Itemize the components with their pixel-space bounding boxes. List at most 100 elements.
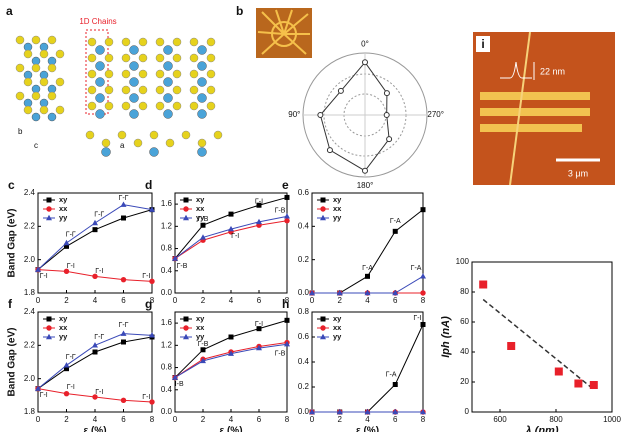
x-tick-label: 0: [173, 415, 178, 424]
plot-frame: [174, 311, 288, 413]
marker: [256, 202, 262, 208]
point-annotation: Γ-B: [275, 351, 286, 358]
atom: [213, 130, 223, 140]
x-tick-label: 4: [365, 296, 370, 305]
legend-label: xx: [333, 204, 342, 213]
marker: [420, 322, 426, 327]
atom: [138, 101, 148, 111]
marker: [420, 290, 426, 296]
y-tick-label: 0.0: [161, 407, 173, 416]
angle-label: 90°: [288, 110, 300, 119]
atom: [172, 37, 182, 47]
y-tick-label: 0.8: [161, 363, 173, 372]
marker: [63, 268, 70, 275]
legend-marker: [320, 333, 326, 340]
atom: [47, 35, 57, 45]
atom: [39, 49, 49, 59]
atom: [129, 61, 139, 71]
point-annotation: Γ-A: [362, 265, 373, 272]
marker: [284, 317, 290, 323]
point-annotation: Γ-I: [142, 273, 150, 280]
atom: [155, 69, 165, 79]
marker: [35, 266, 41, 272]
legend-label: xx: [59, 204, 68, 213]
atom: [85, 130, 95, 140]
y-tick-label: 0.6: [298, 332, 310, 341]
atom: [95, 77, 105, 87]
atom: [133, 138, 143, 148]
x-tick-label: 8: [150, 296, 155, 305]
angle-label: 270°: [427, 110, 444, 119]
atom: [87, 85, 97, 95]
scale-label: 3 μm: [568, 168, 588, 178]
polar-point: [317, 112, 324, 118]
atom: [189, 53, 199, 63]
legend-marker: [183, 333, 189, 340]
panel-label: c: [8, 178, 15, 192]
marker: [200, 347, 206, 353]
y-tick-label: 1.8: [24, 288, 36, 297]
atom: [121, 37, 131, 47]
atom: [149, 147, 159, 157]
x-tick-label: 8: [285, 296, 290, 305]
x-tick-label: 2: [201, 415, 206, 424]
point-annotation: Γ-B: [177, 263, 188, 270]
point-annotation: Γ-I: [255, 199, 263, 206]
marker: [200, 222, 206, 228]
atom: [206, 69, 216, 79]
atom: [39, 105, 49, 115]
marker: [63, 390, 70, 397]
legend-marker: [183, 206, 189, 212]
marker: [256, 218, 262, 225]
atom: [104, 101, 114, 111]
legend-label: xx: [333, 323, 342, 332]
legend-marker: [183, 316, 189, 322]
y-tick-label: 1.6: [161, 318, 173, 327]
polar-point: [362, 167, 368, 174]
polar-point: [362, 59, 368, 66]
marker: [256, 326, 262, 332]
x-tick-label: 600: [493, 415, 507, 424]
marker: [121, 339, 126, 345]
atom: [206, 101, 216, 111]
point-annotation: Γ-I: [95, 268, 103, 275]
atom: [163, 77, 173, 87]
panel-label: h: [282, 297, 289, 311]
atom: [155, 53, 165, 63]
series-line: [37, 333, 153, 390]
angle-label: 0°: [361, 39, 369, 48]
y-axis-label: Band Gap (eV): [7, 328, 18, 397]
x-tick-label: 4: [229, 415, 234, 424]
legend-marker: [46, 214, 52, 221]
atom: [104, 69, 114, 79]
x-tick-label: 2: [64, 415, 69, 424]
point-annotation: Γ-Γ: [66, 354, 76, 361]
legend-marker: [320, 214, 326, 221]
atom: [155, 101, 165, 111]
atom: [23, 105, 33, 115]
series-line: [37, 209, 153, 271]
legend-label: yy: [196, 332, 205, 341]
atom: [55, 105, 65, 115]
point-annotation: Γ-I: [142, 394, 150, 401]
marker: [92, 342, 98, 348]
marker: [365, 273, 370, 279]
y-axis-label: Iph (nA): [440, 316, 452, 358]
atom: [31, 112, 41, 122]
legend-label: yy: [196, 213, 205, 222]
y-tick-label: 80: [460, 287, 469, 296]
marker: [149, 332, 155, 338]
x-axis-label: ε (%): [356, 426, 379, 432]
marker: [121, 215, 126, 221]
legend-label: xx: [196, 323, 205, 332]
marker: [172, 255, 178, 261]
legend-marker: [320, 316, 326, 322]
legend-marker: [46, 197, 52, 203]
marker: [200, 357, 206, 364]
point: [554, 367, 563, 376]
y-tick-label: 0: [465, 407, 470, 416]
atom: [138, 69, 148, 79]
atom: [104, 37, 114, 47]
legend-label: yy: [59, 213, 68, 222]
